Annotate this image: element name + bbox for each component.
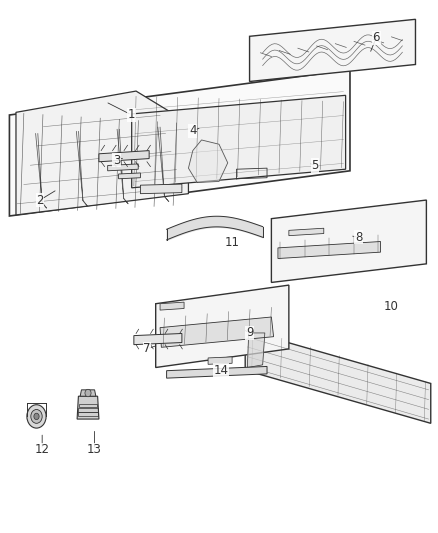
Polygon shape xyxy=(278,241,381,259)
Circle shape xyxy=(85,389,91,397)
Text: 1: 1 xyxy=(128,109,135,122)
Polygon shape xyxy=(155,285,289,368)
Text: 10: 10 xyxy=(384,300,399,313)
Text: 2: 2 xyxy=(36,193,44,207)
Polygon shape xyxy=(141,184,182,193)
Polygon shape xyxy=(166,367,267,378)
Polygon shape xyxy=(132,95,346,188)
Polygon shape xyxy=(160,302,184,310)
Text: 14: 14 xyxy=(214,364,229,377)
Text: 6: 6 xyxy=(372,31,380,44)
Polygon shape xyxy=(250,19,416,82)
Polygon shape xyxy=(289,228,324,236)
Circle shape xyxy=(27,405,46,428)
Polygon shape xyxy=(80,390,96,396)
Polygon shape xyxy=(188,140,228,182)
Polygon shape xyxy=(245,330,431,423)
Text: 8: 8 xyxy=(355,231,362,244)
Text: 9: 9 xyxy=(246,326,253,340)
Text: 12: 12 xyxy=(35,443,49,456)
Polygon shape xyxy=(108,164,138,171)
Text: 11: 11 xyxy=(225,236,240,249)
Circle shape xyxy=(34,413,39,419)
Polygon shape xyxy=(10,70,350,216)
Text: 4: 4 xyxy=(189,124,197,138)
Polygon shape xyxy=(16,91,188,215)
Circle shape xyxy=(31,409,42,423)
Text: 7: 7 xyxy=(143,342,151,356)
Polygon shape xyxy=(77,396,99,419)
Polygon shape xyxy=(134,334,182,345)
Polygon shape xyxy=(119,173,141,179)
Text: 13: 13 xyxy=(87,443,102,456)
Text: 3: 3 xyxy=(113,154,120,167)
Polygon shape xyxy=(160,317,274,348)
Polygon shape xyxy=(99,151,149,162)
Text: 5: 5 xyxy=(311,159,319,172)
Polygon shape xyxy=(272,200,426,282)
Polygon shape xyxy=(247,333,265,368)
Polygon shape xyxy=(208,357,232,365)
